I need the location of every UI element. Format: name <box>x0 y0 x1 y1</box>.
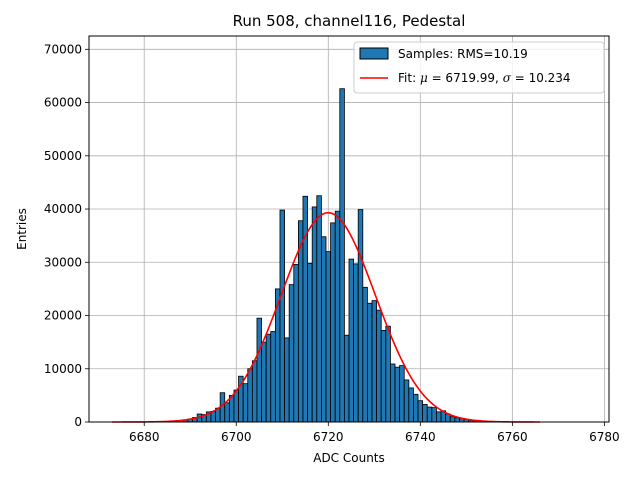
histogram-bar <box>265 333 272 423</box>
histogram-bar <box>376 309 382 423</box>
histogram-bar <box>353 263 359 423</box>
histogram-bar <box>279 209 285 423</box>
histogram-bar <box>270 331 276 423</box>
histogram-bar <box>413 393 419 423</box>
x-tick-label: 6780 <box>589 430 620 444</box>
x-tick-label: 6760 <box>497 430 528 444</box>
histogram-bar <box>320 236 327 423</box>
chart-title: Run 508, channel116, Pedestal <box>233 12 466 30</box>
histogram-bar <box>307 262 313 423</box>
histogram-bar <box>380 330 387 423</box>
histogram-bar <box>302 195 308 423</box>
histogram-bar <box>233 389 239 423</box>
histogram-bar <box>426 406 433 423</box>
plot-frame <box>88 35 610 423</box>
histogram-bar <box>251 360 258 423</box>
histogram-bar <box>311 206 318 423</box>
histogram-bar <box>316 195 322 423</box>
histogram-bar <box>348 258 355 423</box>
x-tick-label: 6720 <box>313 430 344 444</box>
histogram-bar <box>242 383 249 423</box>
histogram-bar <box>390 363 396 423</box>
histogram-bar <box>436 411 442 423</box>
legend-samples-label: Samples: RMS=10.19 <box>398 47 528 61</box>
histogram-bar <box>417 400 424 423</box>
y-axis-ticks: 0 10000 20000 30000 40000 50000 60000 70000 <box>44 42 89 429</box>
fit-curve <box>112 211 540 423</box>
legend: Samples: RMS=10.19 Fit: μ = 6719.99, σ =… <box>353 41 605 94</box>
legend-box <box>353 41 605 94</box>
histogram-bar <box>431 407 437 423</box>
histogram-bar <box>449 416 456 423</box>
y-tick-label: 60000 <box>44 96 82 110</box>
histogram-bar <box>256 317 262 423</box>
x-tick-label: 6700 <box>221 430 252 444</box>
y-tick-label: 10000 <box>44 362 82 376</box>
histogram-bar <box>330 222 336 423</box>
legend-fit-label: Fit: μ = 6719.99, σ = 10.234 <box>398 71 571 85</box>
y-tick-label: 70000 <box>44 42 82 56</box>
histogram-bar <box>224 402 230 423</box>
y-tick-label: 0 <box>74 415 82 429</box>
histogram-bar <box>454 417 460 423</box>
y-axis-label: Entries <box>15 208 29 250</box>
histogram-bar <box>385 325 391 423</box>
histogram-bar <box>367 302 373 423</box>
histogram-bar <box>288 284 295 423</box>
y-tick-label: 20000 <box>44 309 82 323</box>
histogram-bar <box>343 334 350 423</box>
y-tick-label: 30000 <box>44 255 82 269</box>
histogram-bar <box>394 366 401 423</box>
x-axis-ticks: 6680 6700 6720 6740 6760 6780 <box>129 422 620 444</box>
histogram-bar <box>422 404 428 423</box>
histogram-bar <box>399 365 405 423</box>
histogram-bar <box>247 368 253 423</box>
legend-samples-patch <box>359 47 389 60</box>
histogram-bar <box>325 251 331 423</box>
histogram-bar <box>408 387 414 423</box>
histogram-bar <box>339 88 345 423</box>
x-axis-label: ADC Counts <box>313 451 385 465</box>
histogram-bar <box>293 264 299 423</box>
x-tick-label: 6740 <box>405 430 436 444</box>
x-tick-label: 6680 <box>129 430 160 444</box>
histogram-bar <box>403 379 410 423</box>
histogram-bar <box>261 341 267 423</box>
histogram-bar <box>228 394 235 423</box>
histogram-bar <box>371 300 378 423</box>
histogram-bar <box>284 337 290 423</box>
histogram-bar <box>357 209 364 423</box>
histogram-bar <box>334 210 341 423</box>
y-tick-label: 40000 <box>44 202 82 216</box>
y-tick-label: 50000 <box>44 149 82 163</box>
histogram-bar <box>362 286 368 423</box>
